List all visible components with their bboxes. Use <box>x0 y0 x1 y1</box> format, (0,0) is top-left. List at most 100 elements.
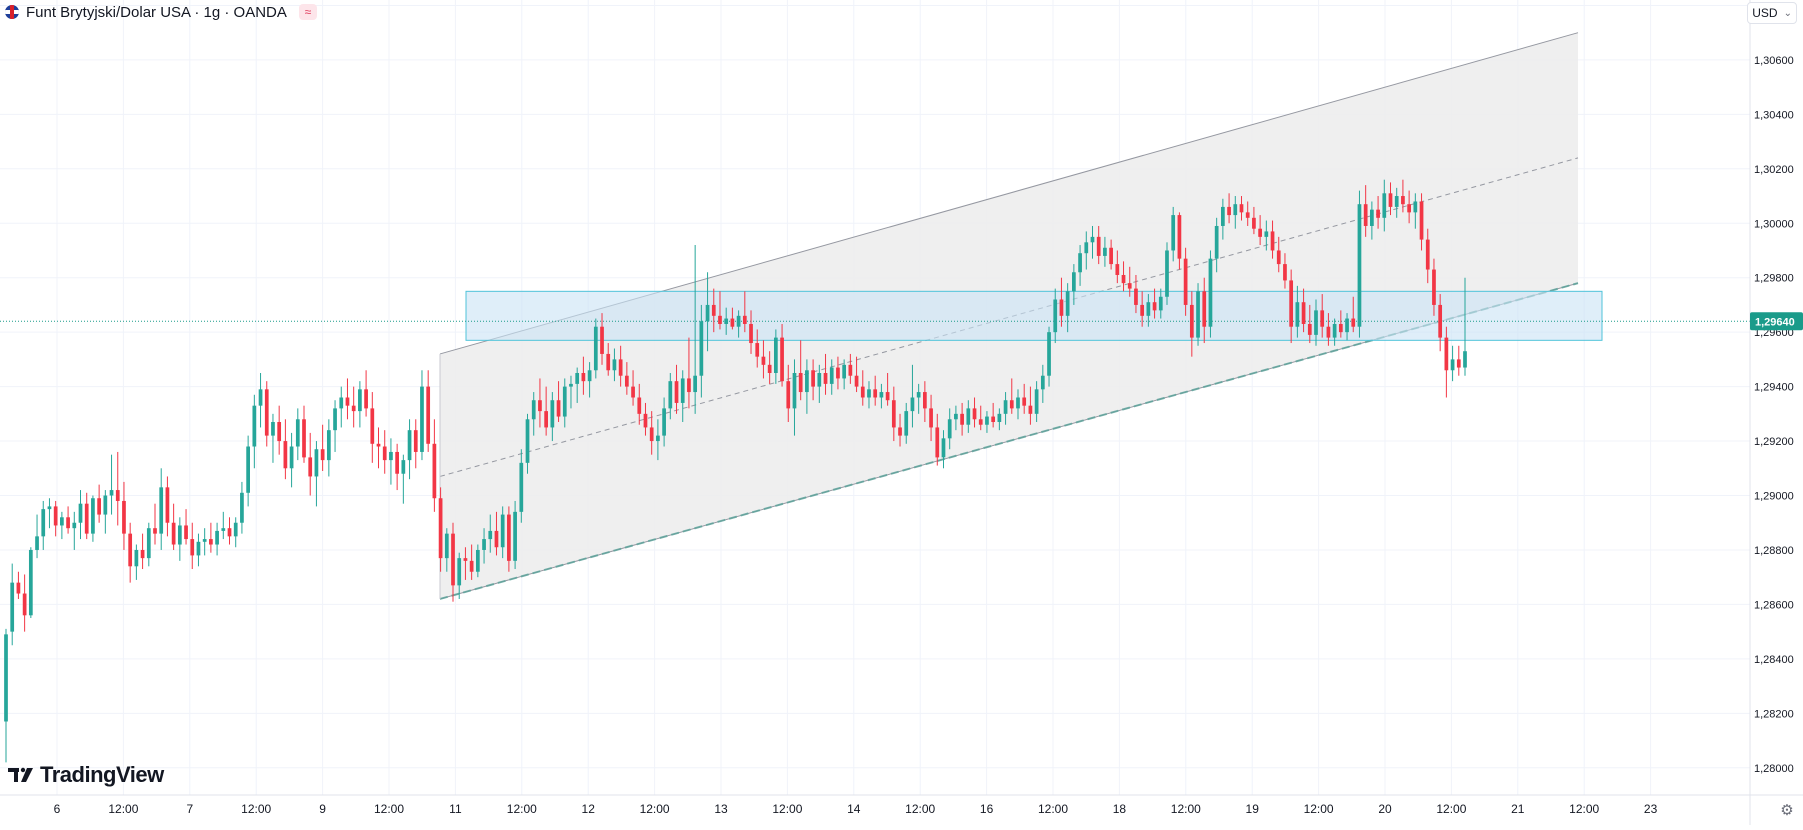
gear-icon[interactable]: ⚙ <box>1780 802 1794 819</box>
candle <box>767 351 772 384</box>
candle <box>1177 212 1182 270</box>
candle <box>240 481 244 534</box>
support-resistance-zone[interactable] <box>465 290 1603 341</box>
tradingview-logo[interactable]: TradingView <box>8 762 164 788</box>
candle <box>860 370 865 406</box>
candle <box>842 359 847 390</box>
x-tick-label: 12:00 <box>640 802 670 816</box>
candle-body <box>177 525 182 545</box>
candle-body <box>1096 236 1101 256</box>
candle-body <box>1438 304 1443 338</box>
candle <box>413 419 418 469</box>
candle-body <box>674 381 679 403</box>
candle-body <box>755 343 760 357</box>
candle <box>904 402 909 444</box>
last-price-tag-bg <box>1750 312 1803 331</box>
candle-body <box>581 372 586 382</box>
candle <box>134 544 139 580</box>
candle-body <box>209 539 213 545</box>
candle <box>122 481 126 550</box>
candle <box>196 533 201 567</box>
candle-body <box>1425 239 1430 270</box>
candle <box>724 307 729 335</box>
candle <box>221 511 226 540</box>
candle-body <box>1047 332 1051 376</box>
candle <box>867 381 871 409</box>
candle-body <box>1196 291 1200 338</box>
candle-body <box>1227 206 1231 216</box>
candle-body <box>1338 323 1343 333</box>
candle <box>1152 288 1157 319</box>
candle-body <box>593 326 598 371</box>
candle <box>320 424 325 472</box>
candle-body <box>631 386 635 398</box>
candle <box>1345 313 1349 341</box>
candle-body <box>780 337 784 382</box>
candle-body <box>1022 397 1027 406</box>
candle-body <box>867 389 871 398</box>
symbol-header[interactable]: Funt Brytyjski/Dolar USA · 1g · OANDA ≈ <box>4 2 317 22</box>
indicator-icon[interactable]: ≈ <box>298 4 317 20</box>
candle <box>1376 196 1380 229</box>
candle-body <box>345 397 350 406</box>
candle-body <box>1252 217 1256 229</box>
currency-selector[interactable]: USD ⌄ <box>1747 2 1797 24</box>
candle-body <box>767 364 772 373</box>
rectangle-zone[interactable] <box>465 290 1603 341</box>
candle-body <box>1326 326 1331 338</box>
candle <box>227 517 232 545</box>
candle-body <box>1028 405 1033 414</box>
candle-body <box>1140 304 1145 316</box>
candle-body <box>811 370 815 387</box>
candle <box>612 348 617 382</box>
candle <box>128 522 133 583</box>
x-tick-label: 12:00 <box>905 802 935 816</box>
last-price-label: 1,29640 <box>1755 316 1795 328</box>
candle-body <box>84 503 89 534</box>
candle <box>1221 198 1225 240</box>
candle-body <box>1394 196 1399 207</box>
x-tick-label: 12:00 <box>241 802 271 816</box>
candle-body <box>370 408 375 444</box>
candle-body <box>171 522 176 545</box>
candle <box>1326 313 1331 346</box>
candle-body <box>264 389 269 436</box>
candle <box>66 506 70 534</box>
candle <box>202 528 207 556</box>
x-tick-label: 12:00 <box>772 802 802 816</box>
candle <box>246 435 250 507</box>
candle <box>705 272 710 352</box>
candle <box>997 408 1002 431</box>
candle-body <box>612 359 617 371</box>
candle-body <box>240 492 244 523</box>
candle <box>438 487 443 572</box>
candle <box>500 506 505 559</box>
candle <box>823 353 828 395</box>
price-axis[interactable]: 1,308001,306001,304001,302001,300001,298… <box>1749 0 1803 825</box>
candle <box>1208 250 1213 338</box>
x-tick-label: 11 <box>449 802 462 816</box>
candle-body <box>339 397 344 409</box>
candle <box>649 411 654 455</box>
candle-body <box>1208 258 1213 327</box>
candle <box>1351 296 1356 333</box>
candle-body <box>283 441 288 469</box>
candle <box>146 522 151 567</box>
candle-body <box>1320 310 1325 327</box>
candle <box>606 343 611 376</box>
candle-body <box>680 378 685 403</box>
candle <box>1115 250 1120 284</box>
candle <box>494 511 499 556</box>
candle-body <box>1171 215 1176 251</box>
candle-body <box>724 318 729 324</box>
time-axis[interactable]: 6 12:00 7 12:00 9 12:00 11 12:00 12 12:00 13 12:00 1… <box>0 794 1803 816</box>
candle-body <box>184 525 188 540</box>
candle-body <box>1276 250 1281 265</box>
candle-body <box>997 413 1002 423</box>
candle-body <box>1357 204 1362 327</box>
candle-body <box>569 383 573 387</box>
x-tick-label: 12:00 <box>1569 802 1599 816</box>
x-tick-label: 12:00 <box>507 802 537 816</box>
